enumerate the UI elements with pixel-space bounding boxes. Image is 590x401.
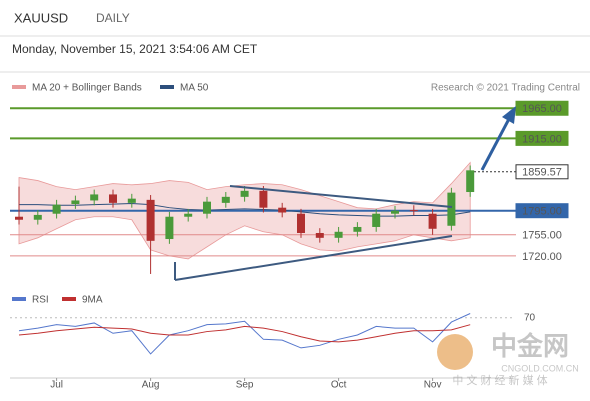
credit: Research © 2021 Trading Central bbox=[431, 83, 580, 94]
legend-swatch bbox=[12, 85, 26, 89]
legend-label: MA 50 bbox=[180, 83, 209, 94]
watermark-site: CNGOLD.COM.CN bbox=[501, 363, 579, 373]
watermark-logo bbox=[437, 334, 473, 370]
trendline bbox=[229, 185, 453, 208]
candle-body bbox=[203, 201, 211, 214]
watermark: 中金网 中 文 财 经 新 媒 体 CNGOLD.COM.CN bbox=[437, 331, 579, 387]
candle-body bbox=[372, 213, 381, 227]
candle-body bbox=[334, 231, 343, 238]
watermark-tagline: 中 文 财 经 新 媒 体 bbox=[452, 373, 547, 387]
candle-body bbox=[428, 213, 437, 229]
candle-body bbox=[109, 194, 117, 203]
x-tick-label: Jul bbox=[50, 380, 63, 391]
candle-body bbox=[297, 213, 305, 233]
level-label: 1720.00 bbox=[522, 251, 562, 263]
timestamp: Monday, November 15, 2021 3:54:06 AM CET bbox=[12, 42, 258, 56]
level-box bbox=[515, 130, 569, 146]
candle-body bbox=[127, 198, 136, 203]
y-tick-label: 70 bbox=[524, 312, 536, 323]
candle-body bbox=[33, 214, 42, 220]
candle-body bbox=[466, 170, 475, 193]
candle-body bbox=[71, 200, 80, 205]
forecast-arrow bbox=[480, 116, 512, 171]
candle-body bbox=[146, 199, 155, 241]
level-box bbox=[515, 100, 569, 116]
level-box bbox=[515, 203, 569, 219]
arrow-head bbox=[502, 106, 516, 124]
x-tick-label: Oct bbox=[331, 380, 347, 391]
candle-body bbox=[278, 207, 287, 213]
candle-body bbox=[353, 226, 362, 232]
x-tick-label: Sep bbox=[236, 380, 254, 391]
x-tick-label: Nov bbox=[424, 380, 442, 391]
rsi-panel: RSI 9MA 70 Jul Aug Sep Oct Nov bbox=[10, 295, 536, 391]
candle-body bbox=[52, 204, 61, 214]
candle-body bbox=[409, 210, 418, 212]
annotations bbox=[174, 106, 516, 281]
watermark-brand: 中金网 bbox=[491, 331, 569, 361]
timeframe: DAILY bbox=[96, 11, 130, 25]
legend-swatch bbox=[12, 297, 26, 301]
candle-body bbox=[391, 210, 399, 214]
legend-label: MA 20 + Bollinger Bands bbox=[32, 83, 142, 94]
x-tick-label: Aug bbox=[142, 380, 160, 391]
candle-body bbox=[184, 213, 193, 217]
legend-swatch bbox=[62, 297, 76, 301]
candle-body bbox=[240, 190, 249, 197]
level-box bbox=[515, 164, 569, 180]
legend-label: RSI bbox=[32, 295, 49, 306]
legend-swatch bbox=[160, 85, 174, 89]
candle-body bbox=[259, 190, 268, 208]
symbol: XAUUSD bbox=[14, 10, 68, 25]
candle-body bbox=[315, 232, 324, 238]
candle-body bbox=[221, 196, 230, 203]
candle-body bbox=[447, 192, 456, 226]
candle-body bbox=[15, 216, 23, 220]
level-label: 1965.00 bbox=[522, 103, 562, 115]
level-label: 1755.00 bbox=[522, 230, 562, 242]
indicator-line bbox=[18, 324, 471, 343]
candle-body bbox=[90, 194, 99, 201]
level-label: 1795.00 bbox=[522, 206, 562, 218]
price-panel: MA 20 + Bollinger Bands MA 50 1965.00 1915.… bbox=[10, 83, 569, 274]
level-label: 1915.00 bbox=[522, 133, 562, 145]
indicator-line bbox=[18, 313, 471, 355]
candle-body bbox=[165, 216, 174, 240]
level-label: 1859.57 bbox=[522, 167, 562, 179]
legend-label: 9MA bbox=[82, 295, 103, 306]
trendline bbox=[174, 235, 453, 281]
